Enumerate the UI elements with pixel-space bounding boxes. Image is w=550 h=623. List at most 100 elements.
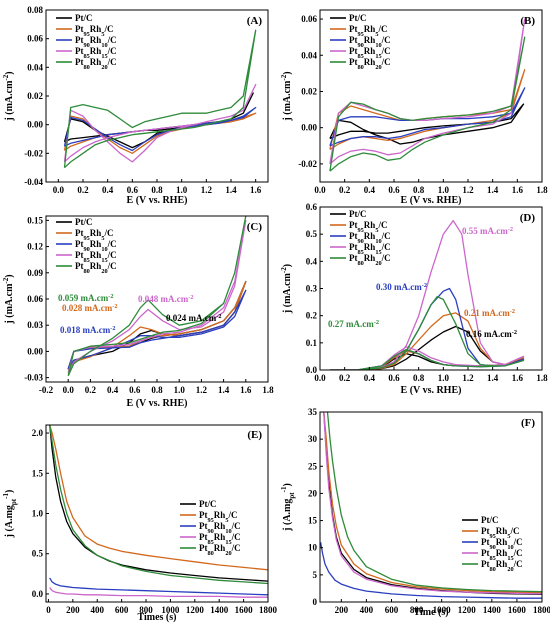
legend-label: Pt/C: [75, 13, 93, 23]
series-line-4: [323, 412, 542, 595]
series-line-5: [63, 29, 257, 169]
series-line-3: [49, 577, 268, 596]
y-tick-label: 0.1: [306, 338, 318, 348]
legend-label: Pt85Rh15/C: [349, 46, 391, 60]
x-tick-label: 0.6: [129, 385, 141, 395]
x-tick-label: 1200: [458, 605, 477, 615]
x-tick-label: 1600: [235, 605, 254, 615]
peak-annotation: 0.55 mA.cm-2: [462, 226, 513, 237]
series-line-5: [326, 412, 542, 593]
x-tick-label: 1200: [186, 605, 205, 615]
x-tick-label: 0.2: [339, 185, 351, 195]
x-tick-label: 600: [115, 605, 129, 615]
x-tick-label: 0.4: [364, 373, 376, 383]
peak-annotation: 0.024 mA.cm-2: [166, 313, 222, 324]
panel-letter: (D): [520, 212, 536, 224]
series-line-1: [329, 103, 525, 145]
legend-label: Pt90Rh10/C: [349, 35, 391, 49]
x-tick-label: 1.4: [487, 373, 499, 383]
legend-label: Pt80Rh20/C: [75, 261, 117, 275]
x-tick-label: 200: [66, 605, 80, 615]
legend: Pt/CPt95Rh5/CPt90Rh10/CPt85Rh15/CPt80Rh2…: [330, 13, 391, 71]
legend-label: Pt90Rh10/C: [75, 35, 117, 49]
y-tick-label: 0.0: [306, 365, 318, 375]
y-tick-label: 25: [308, 461, 318, 471]
y-tick-label: 10: [308, 543, 318, 553]
x-tick-label: 0.0: [314, 373, 326, 383]
x-tick-label: 400: [360, 605, 374, 615]
y-tick-label: -0.03: [24, 373, 43, 383]
x-tick-label: 1.2: [462, 373, 474, 383]
peak-annotation: 0.048 mA.cm-2: [138, 294, 194, 305]
y-tick-label: 0.03: [27, 320, 43, 330]
y-tick-label: 0.0: [32, 589, 44, 599]
x-axis-title: E (V vs. RHE): [127, 398, 188, 409]
y-tick-label: 0.3: [306, 284, 318, 294]
x-tick-label: 0.0: [314, 185, 326, 195]
x-axis-title: Times (s): [138, 612, 177, 623]
x-tick-label: -0.2: [39, 385, 54, 395]
x-tick-label: 1.8: [536, 373, 548, 383]
legend: Pt/CPt95Rh5/CPt90Rh10/CPt85Rh15/CPt80Rh2…: [56, 217, 117, 275]
legend-label: Pt85Rh15/C: [199, 532, 241, 546]
x-tick-label: 400: [90, 605, 104, 615]
peak-annotation: 0.018 mA.cm-2: [60, 325, 116, 336]
x-tick-label: 0.8: [151, 185, 163, 195]
x-tick-label: 1.0: [176, 185, 188, 195]
legend-label: Pt80Rh20/C: [199, 543, 241, 557]
y-tick-label: 0.06: [27, 34, 43, 44]
y-tick-label: 0.12: [27, 242, 43, 252]
y-axis-title: j (mA.cm-2): [2, 274, 15, 324]
x-tick-label: 1.8: [262, 385, 274, 395]
legend-label: Pt/C: [481, 515, 499, 525]
y-tick-label: 5: [313, 570, 318, 580]
legend-label: Pt95Rh5/C: [75, 228, 113, 242]
series-line-2: [323, 412, 542, 594]
series-line-5: [67, 216, 247, 377]
panel-letter: (A): [247, 15, 263, 27]
series-line-3: [329, 87, 526, 147]
series-line-2: [49, 425, 268, 571]
y-tick-label: -0.02: [298, 159, 317, 169]
y-tick-label: 15: [308, 516, 318, 526]
x-axis-title: E (V vs. RHE): [401, 195, 462, 206]
x-tick-label: 0.0: [53, 185, 65, 195]
x-tick-label: 1.4: [218, 385, 230, 395]
x-tick-label: 1.4: [487, 185, 499, 195]
x-tick-label: 1.0: [438, 185, 450, 195]
x-tick-label: 1000: [433, 605, 452, 615]
x-tick-label: 0.6: [388, 373, 400, 383]
panel-letter: (F): [521, 417, 535, 429]
x-tick-label: 1.4: [225, 185, 237, 195]
x-tick-label: 1400: [210, 605, 229, 615]
y-tick-label: 0.09: [27, 268, 43, 278]
legend-label: Pt95Rh5/C: [481, 526, 519, 540]
x-axis-title: E (V vs. RHE): [127, 195, 188, 206]
chart-panel-4: 0.0 0.2 0.4 0.6 0.8 1.0 1.2 1.4 1.6 1.8 0.0 0.1 0.2 0…: [280, 202, 548, 396]
y-tick-label: -0.04: [24, 177, 43, 187]
legend: Pt/CPt95Rh5/CPt90Rh10/CPt85Rh15/CPt80Rh2…: [330, 209, 391, 267]
peak-annotation: 0.028 mA.cm-2: [62, 303, 118, 314]
legend-label: Pt95Rh5/C: [349, 24, 387, 38]
x-tick-label: 0.4: [364, 185, 376, 195]
legend-label: Pt80Rh20/C: [349, 57, 391, 71]
y-tick-label: 0.00: [27, 120, 43, 130]
panel-letter: (C): [247, 221, 263, 233]
x-tick-label: 0.4: [107, 385, 119, 395]
y-axis-title: j (mA.cm-2): [2, 71, 15, 121]
y-tick-label: 1.5: [32, 468, 44, 478]
x-tick-label: 0.8: [413, 185, 425, 195]
chart-panel-6: 200 400 600 800 1000 1200 1400 1600 1800 0 5 10 15 20…: [280, 407, 550, 618]
y-tick-label: 0.5: [32, 549, 44, 559]
x-tick-label: 800: [410, 605, 424, 615]
legend: Pt/CPt95Rh5/CPt90Rh10/CPt85Rh15/CPt80Rh2…: [180, 499, 241, 557]
series-line-5: [49, 425, 268, 585]
y-tick-label: 0: [313, 597, 318, 607]
x-tick-label: 1.6: [512, 373, 524, 383]
legend: Pt/CPt95Rh5/CPt90Rh10/CPt85Rh15/CPt80Rh2…: [56, 13, 117, 71]
series-group: [67, 216, 247, 377]
chart-panel-5: 0 200 400 600 800 1000 1200 1400 1600 1800 0.0 0.5 1…: [2, 424, 278, 623]
legend-label: Pt95Rh5/C: [75, 24, 113, 38]
x-tick-label: 1.0: [174, 385, 186, 395]
y-tick-label: 0.00: [27, 346, 43, 356]
